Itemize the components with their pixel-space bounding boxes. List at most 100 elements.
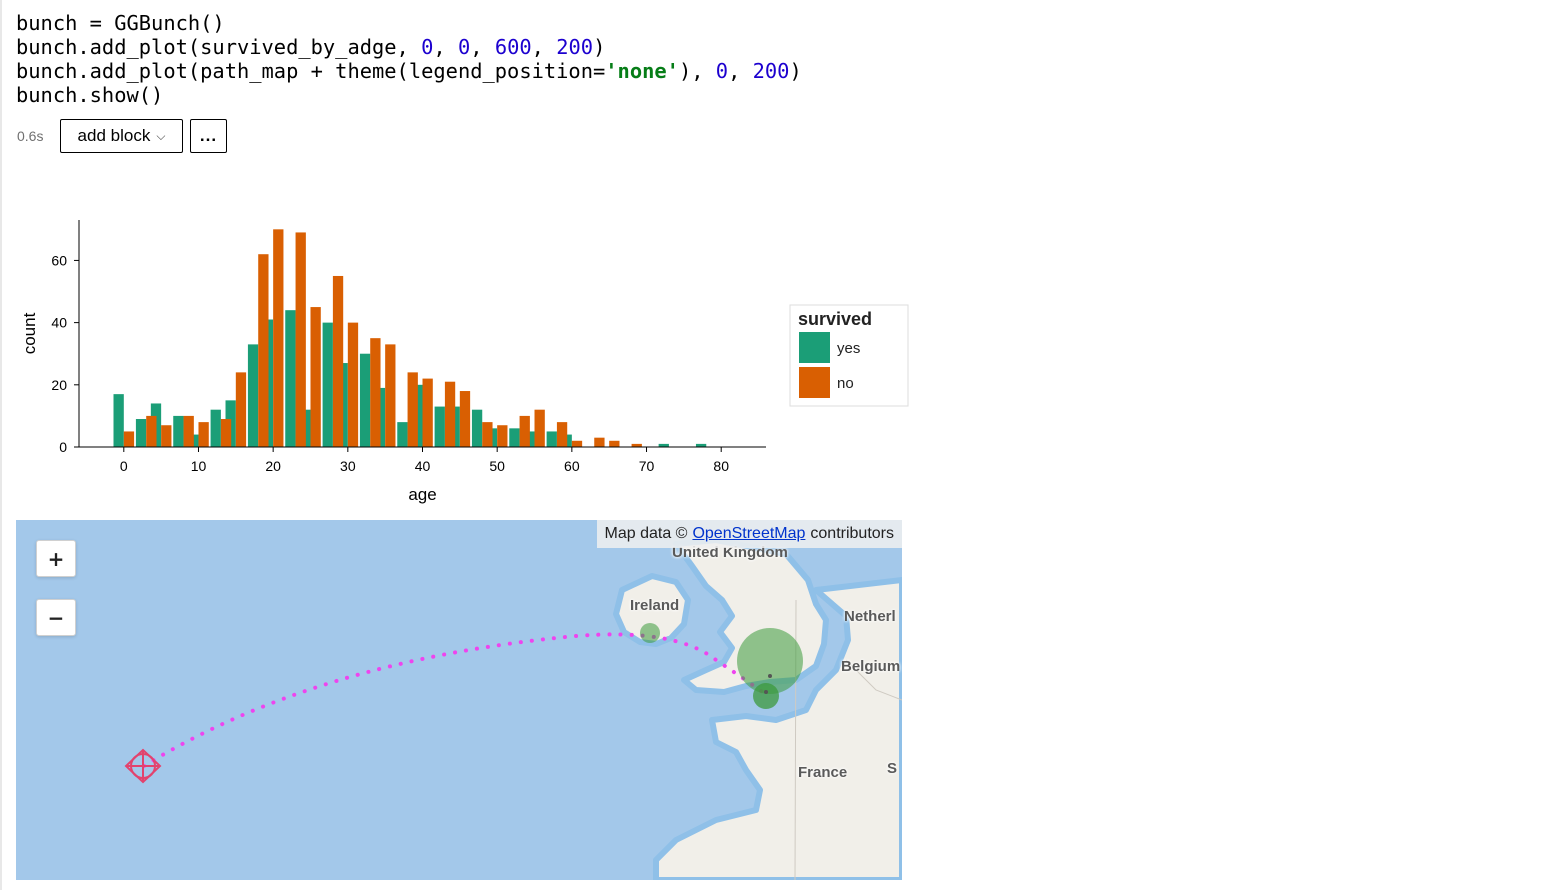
code-token: 0 (421, 35, 434, 59)
bar-no (444, 381, 456, 447)
bar-no (370, 338, 381, 447)
x-tick-label: 60 (564, 458, 580, 474)
x-tick-label: 40 (415, 458, 431, 474)
x-tick-label: 30 (340, 458, 356, 474)
add-block-button[interactable]: add block ⌵ (60, 119, 183, 153)
legend-label-yes: yes (837, 340, 860, 357)
bar-yes (322, 322, 333, 447)
bar-no (407, 372, 418, 447)
bar-no (347, 322, 359, 447)
code-token: , (531, 35, 557, 59)
x-tick-label: 10 (191, 458, 207, 474)
map-label-france: France (798, 764, 848, 781)
legend-swatch-yes (799, 332, 830, 363)
x-tick-label: 80 (713, 458, 729, 474)
bar-yes (285, 310, 296, 447)
route-path (142, 632, 770, 768)
map-panel[interactable]: United Kingdom Ireland Netherl Belgium F… (16, 520, 902, 880)
code-cell[interactable]: bunch = GGBunch() bunch.add_plot(survive… (16, 11, 802, 107)
bar-no (631, 443, 642, 447)
bar-no (295, 232, 306, 447)
code-token: bunch.add_plot(survived_by_adge, (16, 35, 422, 59)
port-bubble-southampton (737, 628, 803, 694)
y-tick-label: 60 (51, 252, 67, 268)
run-time-label: 0.6s (17, 128, 44, 144)
bar-no (519, 415, 530, 447)
bar-yes (509, 428, 520, 447)
code-token: 200 (556, 35, 594, 59)
y-tick-label: 40 (51, 315, 67, 331)
bar-no (422, 378, 433, 447)
code-token: ) (593, 35, 606, 59)
y-tick-label: 0 (59, 439, 67, 455)
legend-label-no: no (837, 375, 854, 392)
bar-no (235, 372, 247, 447)
bar-yes (471, 409, 483, 447)
code-token: 0 (715, 59, 729, 83)
code-token: bunch = GGBunch() (16, 11, 225, 35)
cell-left-rule (0, 0, 2, 890)
map-label-united-kingdom: United Kingdom (672, 544, 788, 561)
bar-no (534, 409, 545, 447)
code-token: ), (678, 59, 716, 83)
legend-swatch-no (799, 367, 830, 398)
code-token: 0 (457, 35, 471, 59)
y-tick-label: 20 (51, 377, 67, 393)
bar-no (198, 422, 209, 447)
x-axis-title: age (408, 485, 436, 504)
bar-no (594, 437, 605, 447)
x-tick-label: 70 (639, 458, 655, 474)
bar-yes (173, 415, 184, 447)
code-token: bunch.add_plot(path_map + theme(legend_p… (16, 59, 606, 83)
map-label-belgium: Belgium (841, 658, 901, 675)
bar-no (273, 229, 284, 447)
bar-yes (546, 431, 557, 447)
x-tick-label: 0 (120, 458, 128, 474)
bar-no (571, 440, 583, 447)
zoom-in-button[interactable]: + (36, 540, 76, 577)
map-label-netherlands: Netherl (844, 608, 896, 625)
port-bubble-queenstown (640, 623, 660, 643)
bar-no (482, 422, 493, 447)
bar-no (556, 422, 568, 447)
code-token: , (728, 59, 753, 83)
zoom-out-button[interactable]: − (36, 599, 76, 636)
bar-yes (135, 419, 147, 447)
bar-no (459, 391, 471, 447)
age-histogram-chart: 0 10 20 30 40 50 60 70 80 0 20 40 60 age count survived… (20, 220, 909, 504)
map-attribution: Map data © OpenStreetMap contributors (596, 520, 902, 548)
code-token: , (433, 35, 458, 59)
bar-yes (359, 353, 371, 447)
chevron-down-icon: ⌵ (156, 128, 166, 143)
bar-no (258, 254, 269, 447)
bar-no (310, 307, 321, 447)
sinking-marker-icon (124, 748, 162, 784)
code-token: 'none' (605, 59, 679, 83)
add-block-label: add block (77, 126, 151, 145)
bar-no (146, 415, 157, 447)
attribution-suffix: contributors (810, 525, 894, 542)
map-label-s: S (887, 760, 898, 777)
bar-yes (658, 443, 669, 447)
land (613, 537, 902, 880)
port-dot (764, 690, 768, 694)
port-bubble-cherbourg (753, 683, 779, 709)
bar-no (183, 415, 194, 447)
bar-no (123, 431, 135, 447)
legend-title: survived (798, 309, 872, 329)
bar-no (385, 344, 396, 447)
code-token: ) (789, 59, 802, 83)
port-dot (768, 674, 772, 678)
bar-no (332, 275, 344, 447)
code-token: 600 (494, 35, 532, 59)
openstreetmap-link[interactable]: OpenStreetMap (692, 525, 806, 542)
x-tick-label: 20 (265, 458, 281, 474)
map-tiles (124, 537, 902, 880)
map-label-ireland: Ireland (630, 597, 680, 614)
more-options-button[interactable]: ... (190, 119, 227, 153)
x-tick-label: 50 (489, 458, 505, 474)
bar-no (497, 425, 508, 447)
code-token: bunch.show() (16, 83, 164, 107)
bar-yes (434, 406, 445, 447)
bar-yes (210, 409, 221, 447)
